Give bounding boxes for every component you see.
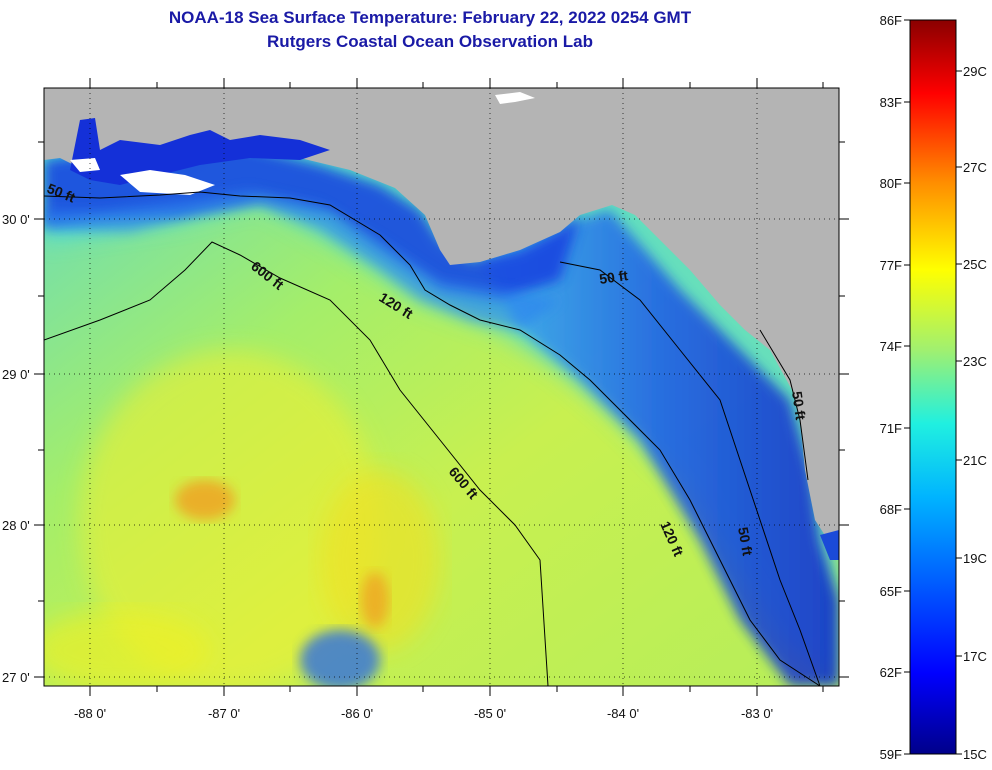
map-title: NOAA-18 Sea Surface Temperature: Februar… (168, 8, 692, 27)
bathymetry-contours (44, 191, 821, 686)
temperature-colorbar: 86F 83F 80F 77F 74F 71F 68F 65F 62F 59F … (880, 13, 987, 762)
lon-label: -88 0' (74, 706, 106, 721)
colorbar-f-label: 68F (880, 502, 902, 517)
colorbar-f-label: 77F (880, 258, 902, 273)
contour-label: 50 ft (789, 390, 809, 421)
lon-label: -87 0' (208, 706, 240, 721)
colorbar-f-label: 83F (880, 95, 902, 110)
lat-label: 28 0' (2, 518, 30, 533)
colorbar-c-label: 27C (963, 160, 987, 175)
colorbar-c-label: 15C (963, 747, 987, 762)
sst-field (44, 88, 839, 686)
lat-label: 30 0' (2, 212, 30, 227)
lon-label: -84 0' (607, 706, 639, 721)
map-frame (43, 87, 840, 687)
colorbar-c-label: 21C (963, 453, 987, 468)
colorbar-f-label: 65F (880, 584, 902, 599)
lon-label: -83 0' (741, 706, 773, 721)
colorbar-c-label: 25C (963, 257, 987, 272)
colorbar-f-label: 86F (880, 13, 902, 28)
colorbar-gradient (909, 19, 957, 755)
lat-label: 29 0' (2, 367, 30, 382)
colorbar-f-label: 80F (880, 176, 902, 191)
map-subtitle: Rutgers Coastal Ocean Observation Lab (267, 32, 593, 51)
land-mass (44, 88, 839, 545)
colorbar-c-label: 29C (963, 64, 987, 79)
colorbar-c-label: 19C (963, 551, 987, 566)
lat-label: 27 0' (2, 670, 30, 685)
colorbar-f-label: 71F (880, 421, 902, 436)
contour-label: 50 ft (598, 267, 629, 287)
colorbar-f-label: 62F (880, 665, 902, 680)
lon-label: -86 0' (341, 706, 373, 721)
colorbar-f-label: 59F (880, 747, 902, 762)
colorbar-f-label: 74F (880, 339, 902, 354)
axis-labels: -88 0' -87 0' -86 0' -85 0' -84 0' -83 0… (2, 212, 773, 721)
lon-label: -85 0' (474, 706, 506, 721)
axis-ticks (34, 78, 849, 696)
colorbar-c-label: 17C (963, 649, 987, 664)
contour-label: 50 ft (735, 526, 756, 557)
colorbar-c-label: 23C (963, 354, 987, 369)
